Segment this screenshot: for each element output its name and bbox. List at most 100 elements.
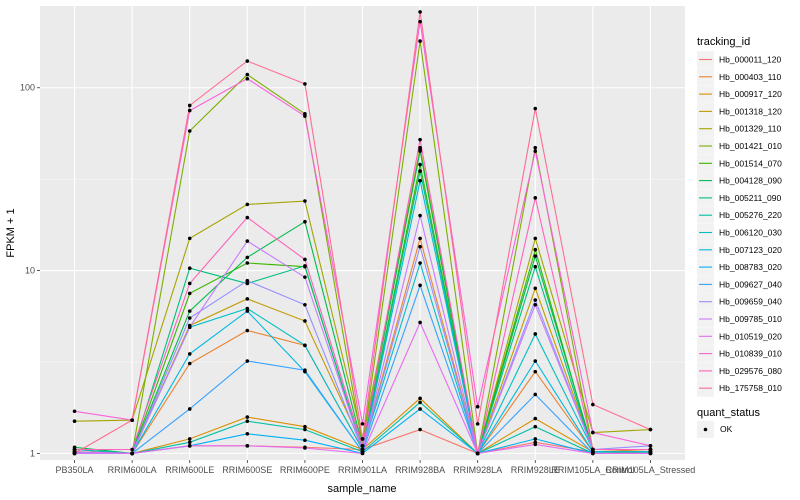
x-tick-label: PB350LA — [56, 465, 94, 475]
data-point — [303, 319, 307, 323]
x-tick-label: RRIM928LE — [511, 465, 560, 475]
legend-label: Hb_005211_090 — [719, 193, 782, 203]
data-point — [303, 427, 307, 432]
data-point — [475, 404, 480, 409]
data-point — [533, 106, 538, 111]
data-point — [418, 396, 422, 401]
x-tick-label: RRIM105LA_Stressed — [606, 465, 696, 475]
data-point — [533, 149, 538, 153]
data-point — [533, 247, 538, 252]
data-point — [245, 419, 250, 423]
data-point — [187, 103, 192, 108]
data-point — [303, 275, 307, 279]
data-point — [591, 451, 595, 456]
data-point — [533, 145, 538, 150]
data-point — [360, 451, 365, 456]
data-point — [418, 244, 422, 249]
data-point — [245, 255, 250, 260]
data-point — [303, 219, 307, 224]
data-point — [187, 437, 192, 441]
legend-label: Hb_001318_120 — [719, 106, 782, 116]
data-point — [418, 283, 422, 288]
data-point — [418, 39, 422, 43]
data-point — [187, 444, 192, 448]
data-point — [187, 129, 192, 133]
data-point — [187, 316, 192, 320]
data-point — [245, 359, 250, 363]
data-point — [418, 236, 422, 241]
legend-label: Hb_007123_020 — [719, 245, 782, 255]
data-point — [187, 440, 192, 445]
data-point — [187, 309, 192, 313]
data-point — [591, 430, 595, 435]
x-tick-label: RRIM928LA — [453, 465, 502, 475]
data-point — [533, 392, 538, 397]
data-point — [187, 108, 192, 113]
x-tick-label: RRIM105LA_Control — [551, 465, 634, 475]
legend-label: Hb_006120_030 — [719, 228, 782, 238]
data-point — [303, 264, 307, 268]
y-tick-label: 1 — [30, 448, 35, 458]
data-point — [245, 239, 250, 243]
legend-label: Hb_009627_040 — [719, 279, 782, 289]
data-point — [533, 332, 538, 336]
legend-label: Hb_000011_120 — [719, 55, 782, 65]
data-point — [418, 149, 422, 153]
data-point — [245, 59, 250, 63]
x-axis: PB350LA RRIM600LA RRIM600LE RRIM600SE RRIM60… — [56, 460, 696, 475]
data-point — [245, 72, 250, 77]
data-point — [303, 424, 307, 429]
point-legend-label: OK — [720, 424, 733, 434]
x-tick-label: RRIM901LA — [338, 465, 387, 475]
legend-label: Hb_000917_120 — [719, 89, 782, 99]
data-point — [418, 427, 422, 432]
data-point — [130, 418, 134, 422]
data-point — [303, 343, 307, 348]
data-point — [418, 400, 422, 405]
data-point — [418, 261, 422, 265]
x-tick-label: RRIM600LE — [165, 465, 214, 475]
data-point — [533, 424, 538, 429]
data-point — [303, 199, 307, 203]
data-point — [533, 369, 538, 374]
data-point — [303, 82, 307, 86]
legend-label: Hb_009659_040 — [719, 297, 782, 307]
legend-label: Hb_029576_080 — [719, 366, 782, 376]
data-point — [360, 444, 365, 448]
x-tick-label: RRIM600LA — [108, 465, 157, 475]
data-point — [303, 114, 307, 118]
data-point — [533, 254, 538, 258]
data-point — [245, 444, 250, 448]
legend-items: Hb_000011_120 Hb_000403_110 Hb_000917_120 H… — [697, 51, 782, 397]
y-axis: 1 10 100 — [20, 83, 40, 458]
data-point — [130, 451, 134, 456]
data-point — [245, 309, 250, 313]
data-point — [591, 402, 595, 407]
legend-label: Hb_001329_110 — [719, 124, 782, 134]
data-point — [245, 202, 250, 207]
data-point — [418, 162, 422, 167]
data-point — [533, 416, 538, 421]
data-point — [245, 261, 250, 265]
x-tick-label: RRIM600SE — [222, 465, 272, 475]
data-point — [533, 437, 538, 441]
data-point — [533, 359, 538, 363]
data-point — [533, 302, 538, 307]
data-point — [533, 236, 538, 241]
data-point — [418, 178, 422, 183]
data-point — [648, 444, 653, 448]
data-point — [187, 352, 192, 356]
data-point — [187, 266, 192, 271]
data-point — [533, 196, 538, 200]
legend-label: Hb_004128_090 — [719, 176, 782, 186]
legend-label: Hb_175758_010 — [719, 383, 782, 393]
data-point — [187, 407, 192, 411]
data-point — [245, 76, 250, 81]
x-tick-label: RRIM600PE — [280, 465, 330, 475]
data-point — [245, 306, 250, 311]
point-legend-marker — [703, 427, 708, 432]
legend-label: Hb_010839_010 — [719, 349, 782, 359]
legend-label: Hb_009785_010 — [719, 314, 782, 324]
data-point — [72, 447, 77, 452]
